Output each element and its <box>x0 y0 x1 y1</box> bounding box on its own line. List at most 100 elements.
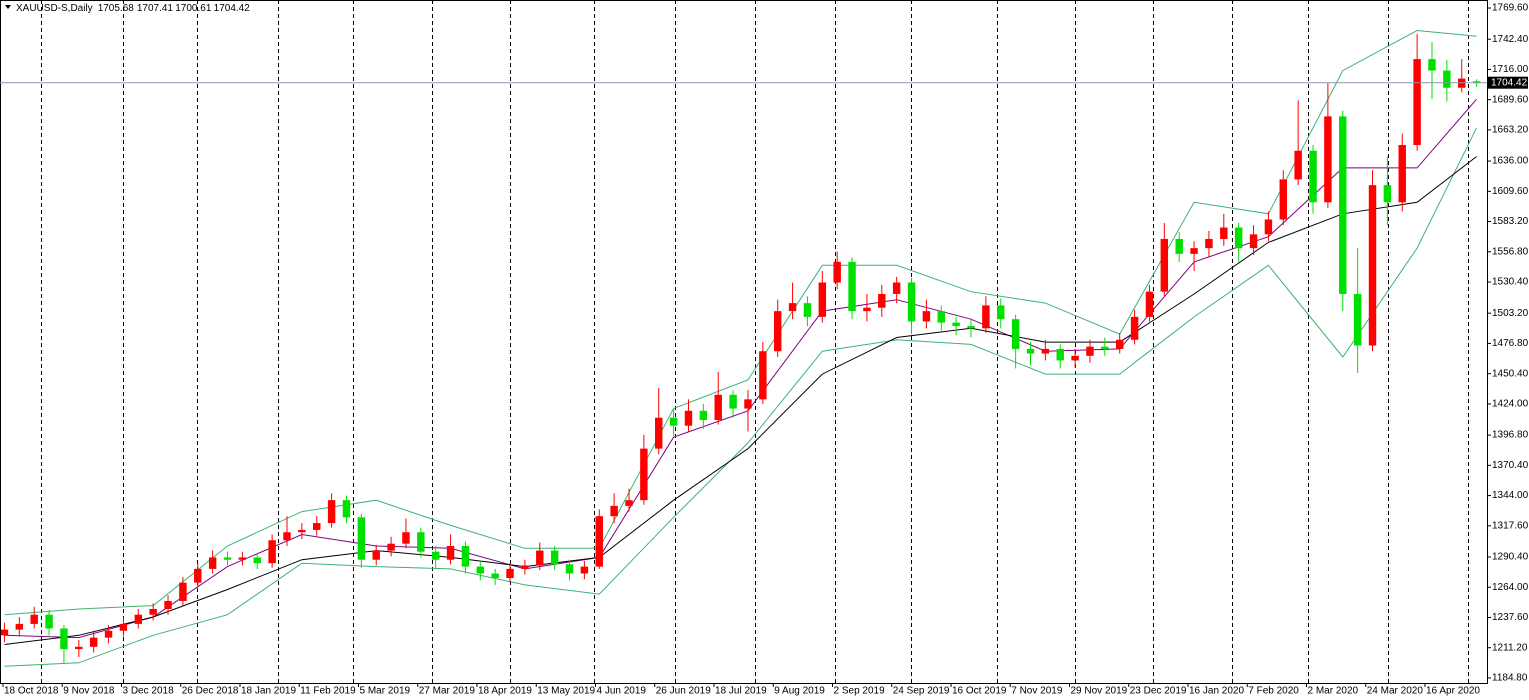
x-tick-label: 18 Jan 2019 <box>241 686 296 697</box>
candle-body <box>1443 70 1451 88</box>
candle-body <box>580 566 589 574</box>
candle-body <box>759 351 767 400</box>
candle-body <box>45 614 53 629</box>
candle-body <box>1264 219 1273 235</box>
x-tick-label: 7 Nov 2019 <box>1011 686 1063 697</box>
candle-body <box>1353 293 1362 346</box>
candle-body <box>461 545 470 567</box>
candle-body <box>1130 316 1139 340</box>
x-tick-label: 11 Feb 2019 <box>300 686 356 697</box>
candle-body <box>565 564 574 574</box>
candle-body <box>1472 81 1481 83</box>
candle-body <box>669 417 678 426</box>
candle-body <box>1011 319 1020 349</box>
candle-body <box>179 582 187 601</box>
x-tick-label: 24 Sep 2019 <box>893 686 950 697</box>
header-open: 1705.68 <box>98 3 135 14</box>
candle-body <box>30 614 38 624</box>
y-tick-label: 1636.00 <box>1492 156 1529 167</box>
y-tick-label: 1344.00 <box>1492 490 1529 501</box>
candle-body <box>1413 59 1421 146</box>
candle-body <box>0 629 9 636</box>
candle-body <box>372 550 380 560</box>
candle-body <box>1056 348 1064 361</box>
x-tick-label: 4 Jun 2019 <box>597 686 647 697</box>
candle-body <box>803 303 812 317</box>
candle-body <box>60 628 68 650</box>
candle-body <box>253 557 261 564</box>
y-tick-label: 1530.40 <box>1492 277 1529 288</box>
candle-body <box>506 568 514 579</box>
candle-body <box>491 573 499 579</box>
candle-body <box>1205 238 1213 249</box>
header-close: 1704.42 <box>214 3 251 14</box>
candle-body <box>1428 59 1436 71</box>
candle-body <box>15 623 24 630</box>
x-tick-label: 16 Oct 2019 <box>952 686 1007 697</box>
y-tick-label: 1742.40 <box>1492 34 1529 45</box>
y-tick-label: 1396.80 <box>1492 430 1529 441</box>
candle-body <box>119 623 128 631</box>
x-tick-label: 18 Oct 2018 <box>4 686 59 697</box>
candle-body <box>655 417 663 449</box>
y-tick-label: 1211.20 <box>1492 642 1528 653</box>
candle-body <box>922 311 931 322</box>
candle-body <box>1145 291 1154 317</box>
candle-body <box>149 608 157 615</box>
menu-arrow[interactable] <box>5 5 11 9</box>
candle-body <box>446 545 455 560</box>
candle-body <box>1190 248 1198 254</box>
candle-body <box>194 568 202 583</box>
candle-body <box>997 305 1005 320</box>
y-tick-label: 1370.40 <box>1492 460 1529 471</box>
candle-body <box>550 550 559 565</box>
candle-body <box>744 399 752 409</box>
x-tick-label: 3 Dec 2018 <box>123 686 175 697</box>
x-tick-label: 18 Jul 2019 <box>715 686 767 697</box>
candle-body <box>818 282 827 317</box>
x-tick-label: 24 Mar 2020 <box>1367 686 1424 697</box>
candle-body <box>952 322 960 327</box>
y-tick-label: 1237.60 <box>1492 612 1529 623</box>
candle-body <box>1339 116 1347 294</box>
candle-body <box>848 261 856 312</box>
candle-body <box>833 261 841 283</box>
candle-body <box>1101 346 1109 349</box>
candle-body <box>1383 185 1392 203</box>
y-tick-label: 1689.60 <box>1492 94 1529 105</box>
x-tick-label: 23 Dec 2019 <box>1130 686 1187 697</box>
candle-body <box>892 282 901 294</box>
candle-body <box>982 305 990 329</box>
candle-body <box>104 630 113 638</box>
y-tick-label: 1503.20 <box>1492 308 1529 319</box>
candle-body <box>75 646 83 650</box>
candle-body <box>967 326 975 329</box>
y-tick-label: 1716.00 <box>1492 64 1529 75</box>
indicator-line <box>4 29 1477 616</box>
candle-body <box>863 307 871 312</box>
candle-body <box>1175 238 1183 254</box>
x-tick-label: 27 Mar 2019 <box>419 686 476 697</box>
candle-body <box>402 532 410 544</box>
candle-body <box>1324 116 1332 203</box>
x-tick-label: 16 Jan 2020 <box>1189 686 1244 697</box>
candle-body <box>134 614 143 624</box>
candle-body <box>431 551 440 560</box>
x-tick-label: 2 Sep 2019 <box>834 686 886 697</box>
candle-body <box>313 523 321 530</box>
y-tick-label: 1424.00 <box>1492 399 1529 410</box>
header-low: 1700.61 <box>175 3 212 14</box>
candle-body <box>342 500 351 518</box>
candle-body <box>788 303 797 312</box>
y-tick-label: 1184.80 <box>1492 673 1528 684</box>
candle-body <box>1115 339 1124 349</box>
candle-body <box>625 500 633 506</box>
x-tick-label: 26 Dec 2018 <box>182 686 239 697</box>
y-tick-label: 1769.60 <box>1492 3 1529 14</box>
candle-body <box>907 282 916 322</box>
price-label-box <box>1488 76 1528 89</box>
y-tick-label: 1476.80 <box>1492 338 1529 349</box>
candle-body <box>417 532 425 552</box>
y-tick-label: 1663.20 <box>1492 125 1529 136</box>
candle-body <box>595 516 603 567</box>
